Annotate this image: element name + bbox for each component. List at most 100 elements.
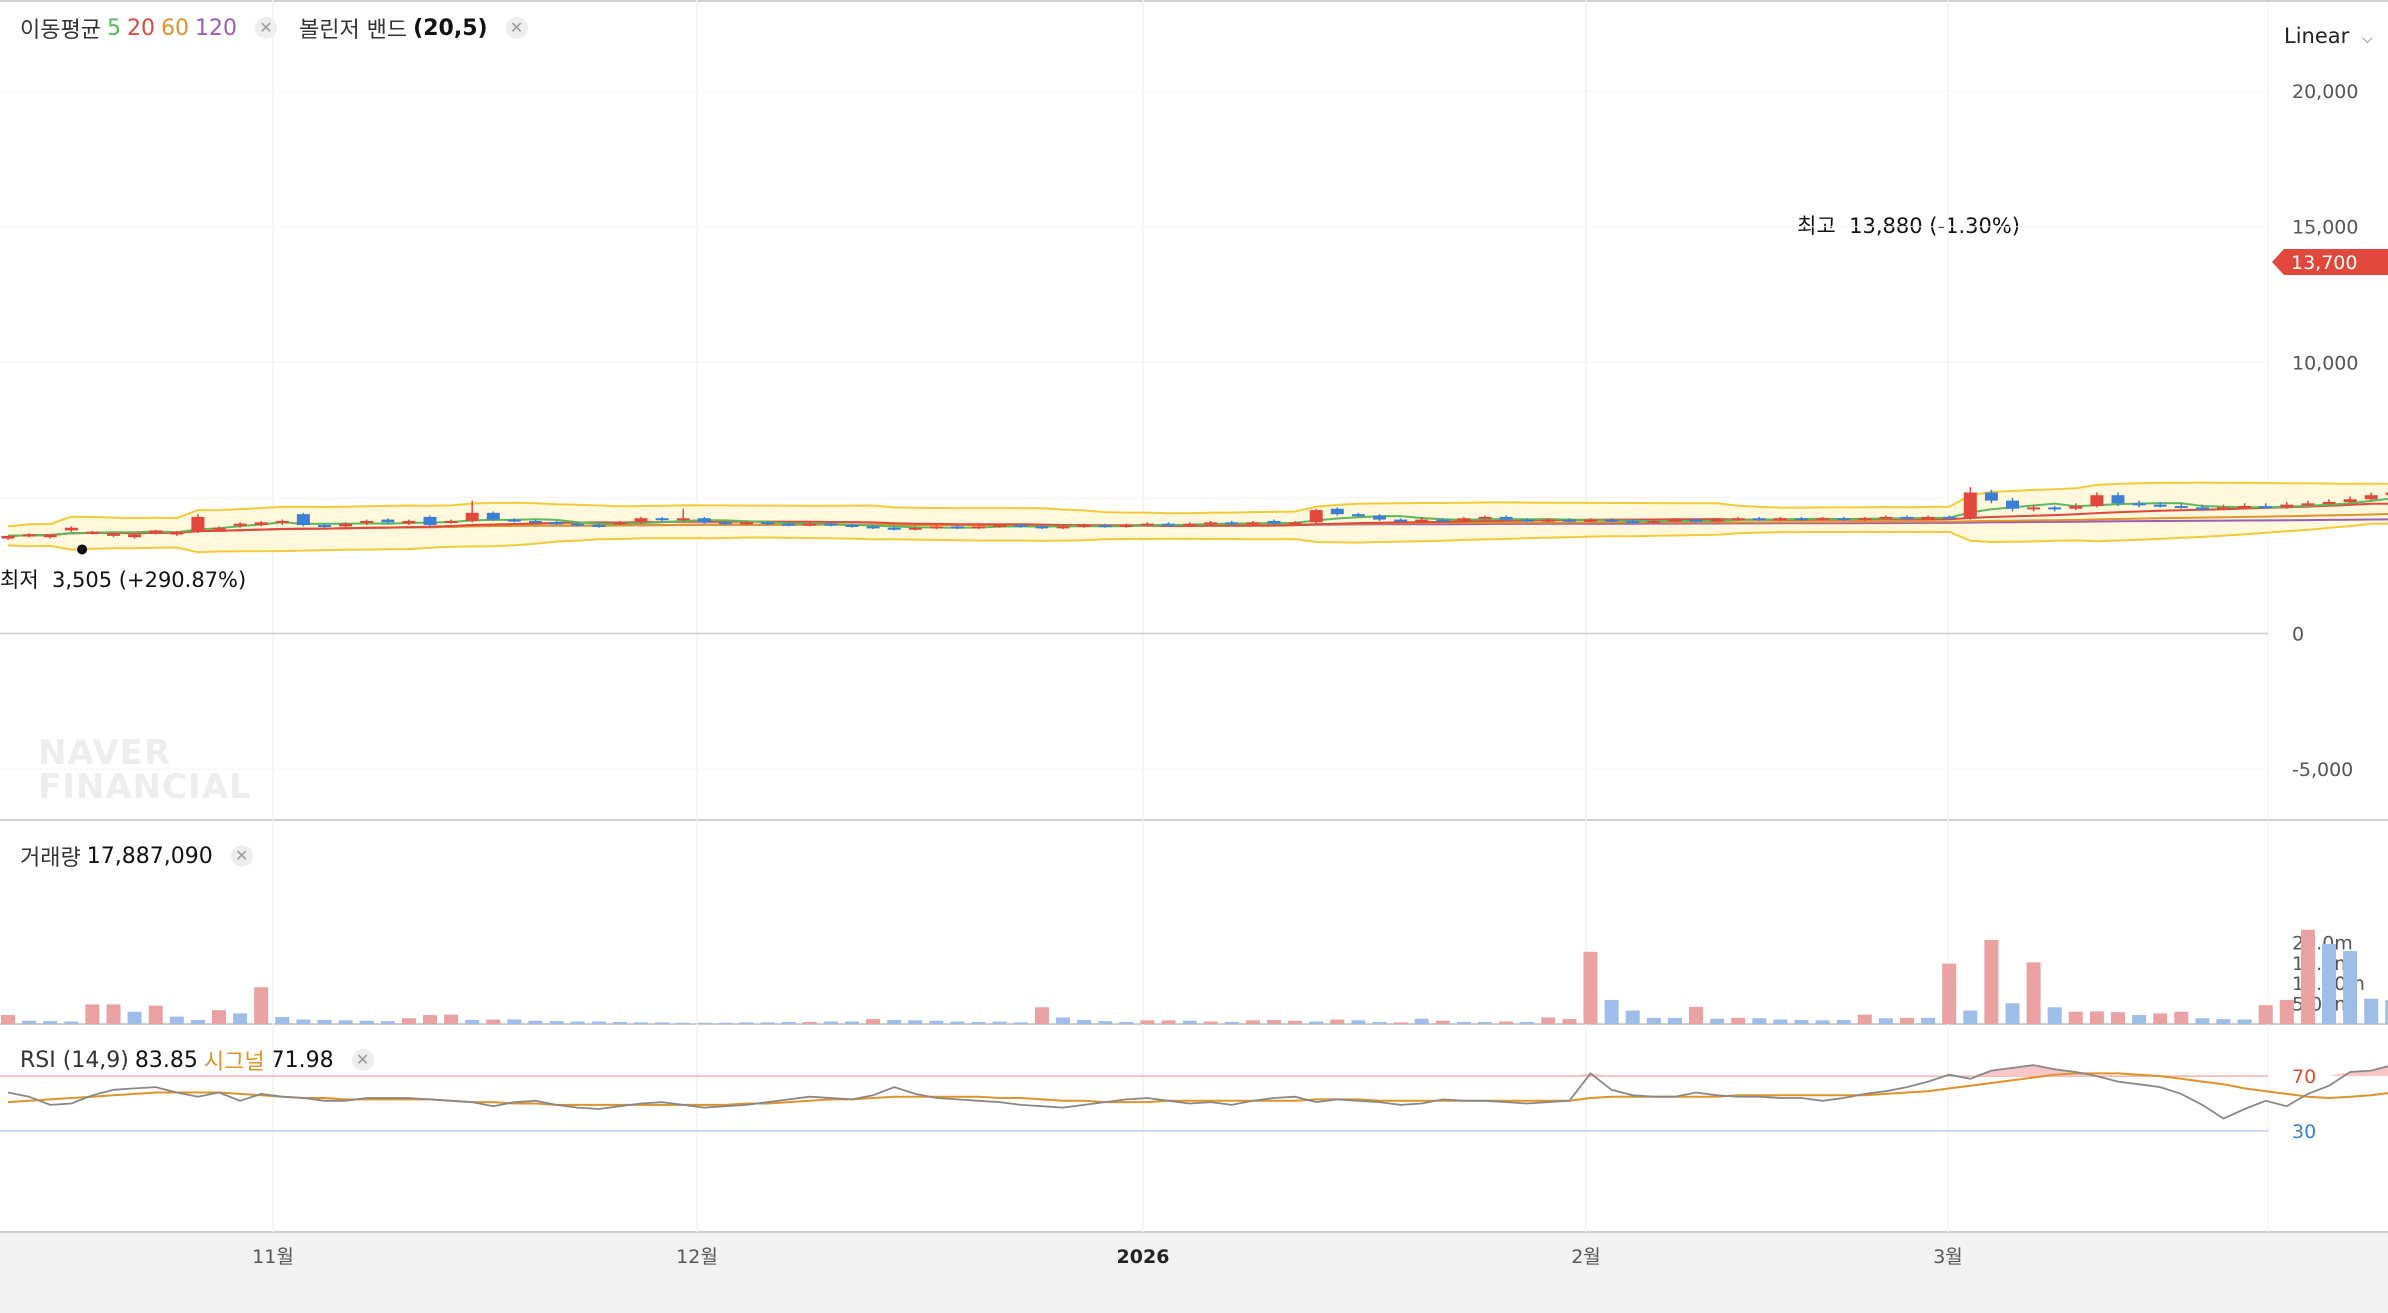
candle-body bbox=[1773, 518, 1787, 521]
volume-bar bbox=[739, 1022, 754, 1024]
volume-bar bbox=[1942, 963, 1957, 1024]
volume-bar bbox=[1182, 1020, 1197, 1024]
candle-body bbox=[2090, 495, 2104, 507]
bollinger-upper-line bbox=[7, 481, 2388, 528]
volume-bar bbox=[275, 1017, 290, 1024]
remove-rsi-button[interactable]: ✕ bbox=[351, 1049, 374, 1071]
time-axis-label: 3월 bbox=[1933, 1246, 1963, 1268]
price-tick-label: -5,000 bbox=[2292, 759, 2353, 781]
candle-body bbox=[170, 531, 184, 535]
volume-bar bbox=[1604, 999, 1619, 1024]
candle-body bbox=[1225, 522, 1239, 525]
candle-body bbox=[1816, 518, 1830, 521]
volume-bar bbox=[950, 1021, 965, 1024]
volume-bar bbox=[845, 1021, 859, 1024]
remove-moving-average-button[interactable]: ✕ bbox=[254, 17, 277, 39]
candle-body bbox=[761, 522, 775, 525]
volume-bar bbox=[1140, 1020, 1155, 1024]
candle-body bbox=[655, 518, 669, 521]
volume-bar bbox=[1435, 1020, 1450, 1024]
candle-body bbox=[1246, 522, 1260, 525]
candle-body bbox=[64, 527, 78, 531]
bollinger-lower-line bbox=[7, 522, 2388, 554]
candle-body bbox=[1351, 514, 1365, 517]
volume-bar bbox=[887, 1019, 902, 1024]
candle-body bbox=[718, 522, 732, 525]
candle-body bbox=[128, 534, 142, 538]
volume-bar bbox=[676, 1022, 691, 1024]
volume-bar bbox=[1372, 1021, 1387, 1024]
candle-body bbox=[1035, 526, 1049, 529]
volume-bar bbox=[43, 1021, 58, 1024]
watermark-line-1: NAVER bbox=[38, 733, 172, 773]
candle-body bbox=[1478, 516, 1492, 519]
rsi-line bbox=[7, 1064, 2388, 1120]
low-label: 최저 bbox=[0, 568, 39, 592]
candle-body bbox=[1879, 516, 1893, 519]
volume-bar bbox=[1478, 1021, 1492, 1024]
time-axis-label: 2월 bbox=[1571, 1246, 1601, 1268]
volume-bar bbox=[423, 1015, 437, 1024]
candle-body bbox=[2238, 506, 2252, 509]
candle-body bbox=[2153, 504, 2167, 507]
volume-bar bbox=[971, 1021, 986, 1024]
volume-bar bbox=[2364, 998, 2379, 1024]
candle-body bbox=[1710, 519, 1724, 522]
volume-bar bbox=[549, 1021, 564, 1024]
price-tick-label: 10,000 bbox=[2292, 352, 2358, 374]
candle-body bbox=[782, 523, 796, 526]
scale-dropdown[interactable]: Linear ⌵ bbox=[2284, 24, 2373, 48]
scale-label: Linear bbox=[2284, 24, 2350, 48]
volume-bar bbox=[1857, 1014, 1872, 1024]
candle-body bbox=[697, 518, 711, 523]
volume-bar bbox=[634, 1022, 648, 1024]
volume-bar bbox=[190, 1019, 205, 1024]
candle-body bbox=[1984, 492, 1998, 501]
remove-bollinger-band-button[interactable]: ✕ bbox=[505, 17, 528, 39]
volume-bar bbox=[1499, 1021, 1514, 1024]
time-axis-label: 2026 bbox=[1117, 1246, 1170, 1268]
volume-bar bbox=[1224, 1021, 1239, 1024]
candle-body bbox=[1183, 523, 1197, 526]
volume-bar bbox=[1794, 1019, 1809, 1024]
candle-body bbox=[1584, 519, 1597, 522]
volume-bar bbox=[1921, 1017, 1936, 1024]
high-value: 13,880 (-1.30%) bbox=[1849, 214, 2020, 238]
remove-volume-button[interactable]: ✕ bbox=[230, 845, 253, 867]
volume-bar bbox=[929, 1020, 944, 1024]
bollinger-band-fill bbox=[8, 482, 2388, 553]
volume-bar bbox=[296, 1019, 311, 1024]
volume-bar bbox=[1393, 1022, 1408, 1024]
volume-bar bbox=[1119, 1021, 1134, 1024]
volume-bar bbox=[486, 1019, 501, 1024]
candle-body bbox=[2174, 506, 2188, 509]
candle-body bbox=[1837, 518, 1851, 521]
rsi-value: 83.85 bbox=[134, 1047, 198, 1073]
volume-bar bbox=[2111, 1012, 2125, 1024]
volume-bars bbox=[1, 929, 2388, 1024]
volume-bar bbox=[1520, 1021, 1535, 1024]
candle-body bbox=[2259, 506, 2273, 509]
volume-bar bbox=[1583, 951, 1598, 1024]
candle-body bbox=[1921, 516, 1935, 519]
volume-bar bbox=[2174, 1011, 2189, 1024]
candle-body bbox=[740, 522, 753, 525]
volume-bar bbox=[2089, 1011, 2104, 1024]
volume-bar bbox=[507, 1019, 522, 1024]
low-annotation: 최저 3,505 (+290.87%) bbox=[0, 564, 246, 594]
candle-body bbox=[845, 525, 859, 528]
volume-bar bbox=[2343, 950, 2358, 1024]
candle-body bbox=[1605, 519, 1619, 522]
rsi-overbought-fill bbox=[1970, 1070, 1992, 1077]
candle-body bbox=[2048, 507, 2062, 510]
candle-body bbox=[444, 520, 458, 523]
candle-body bbox=[1942, 516, 1956, 519]
candle-body bbox=[1731, 518, 1745, 521]
candle-body bbox=[1436, 519, 1450, 522]
candle-body bbox=[1647, 520, 1661, 523]
volume-bar bbox=[1646, 1017, 1661, 1024]
price-tick-label: 0 bbox=[2292, 624, 2304, 646]
candle-body bbox=[339, 523, 353, 527]
candle-body bbox=[929, 526, 943, 529]
